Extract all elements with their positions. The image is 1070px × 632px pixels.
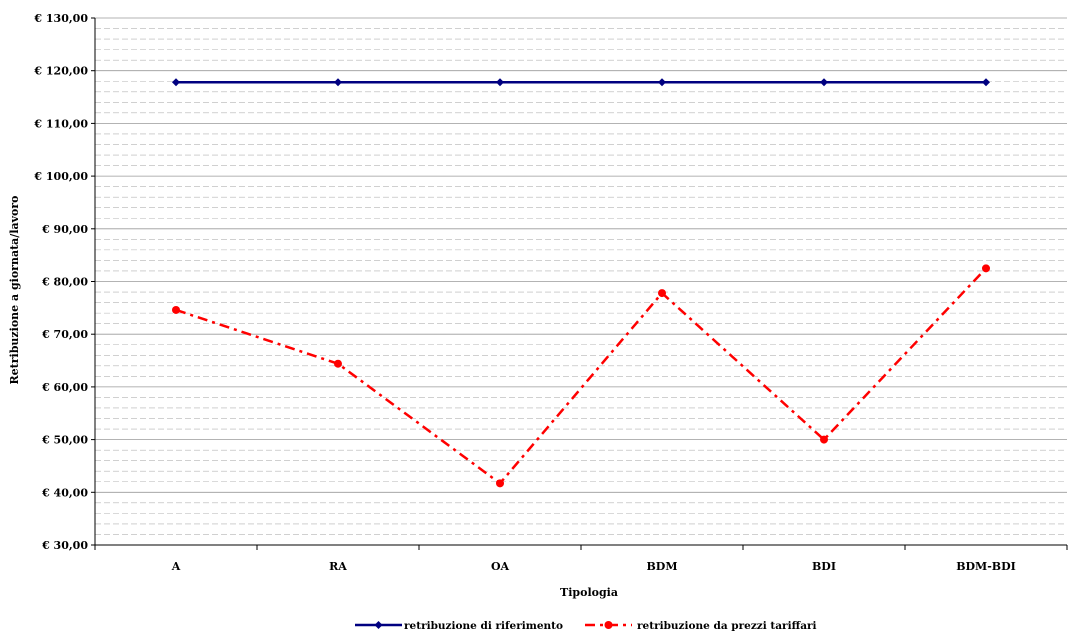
data-point: [496, 479, 504, 488]
legend-marker-riferimento: [374, 621, 383, 629]
series-riferimento: [172, 78, 990, 87]
y-tick-label: € 30,00: [41, 539, 88, 552]
y-axis-title: Retribuzione a giornata/lavoro: [8, 196, 21, 385]
data-point: [334, 78, 342, 87]
legend-marker-tariffari: [604, 621, 613, 629]
legend-label-riferimento: retribuzione di riferimento: [404, 620, 563, 632]
x-tick-labels: A RA OA BDM BDI BDM-BDI: [94, 545, 1068, 573]
y-tick-labels: € 30,00 € 40,00 € 50,00 € 60,00 € 70,00 € 80,…: [33, 12, 95, 552]
data-point: [496, 78, 504, 87]
y-tick-label: € 60,00: [41, 381, 88, 394]
y-tick-label: € 70,00: [41, 328, 88, 341]
series-layer: [172, 78, 990, 488]
grid-layer: [95, 17, 1067, 535]
x-tick-label: BDI: [812, 560, 836, 573]
y-tick-label: € 40,00: [41, 486, 88, 499]
series-tariffari: [172, 264, 990, 488]
data-point: [172, 305, 180, 314]
y-tick-label: € 110,00: [33, 117, 88, 130]
data-point: [334, 359, 342, 368]
series-line: [175, 267, 987, 485]
legend-label-tariffari: retribuzione da prezzi tariffari: [637, 620, 817, 632]
x-tick-label: OA: [491, 560, 510, 573]
legend-item-tariffari: retribuzione da prezzi tariffari: [585, 620, 817, 632]
data-point: [820, 78, 828, 87]
data-point: [820, 435, 828, 444]
y-tick-label: € 80,00: [41, 276, 88, 289]
y-tick-label: € 130,00: [33, 12, 88, 25]
y-tick-label: € 100,00: [33, 170, 88, 183]
data-point: [982, 78, 990, 87]
y-tick-label: € 90,00: [41, 223, 88, 236]
x-tick-label: BDM-BDI: [956, 560, 1016, 573]
data-point: [172, 78, 180, 87]
x-tick-label: A: [171, 560, 181, 573]
data-point: [982, 264, 990, 273]
legend-item-riferimento: retribuzione di riferimento: [355, 620, 563, 632]
y-tick-label: € 120,00: [33, 65, 88, 78]
data-point: [658, 289, 666, 298]
y-tick-label: € 50,00: [41, 434, 88, 447]
x-tick-label: RA: [329, 560, 347, 573]
data-point: [658, 78, 666, 87]
legend: retribuzione di riferimento retribuzione…: [355, 620, 817, 632]
x-axis-title: Tipologia: [560, 586, 618, 599]
x-tick-label: BDM: [646, 560, 677, 573]
